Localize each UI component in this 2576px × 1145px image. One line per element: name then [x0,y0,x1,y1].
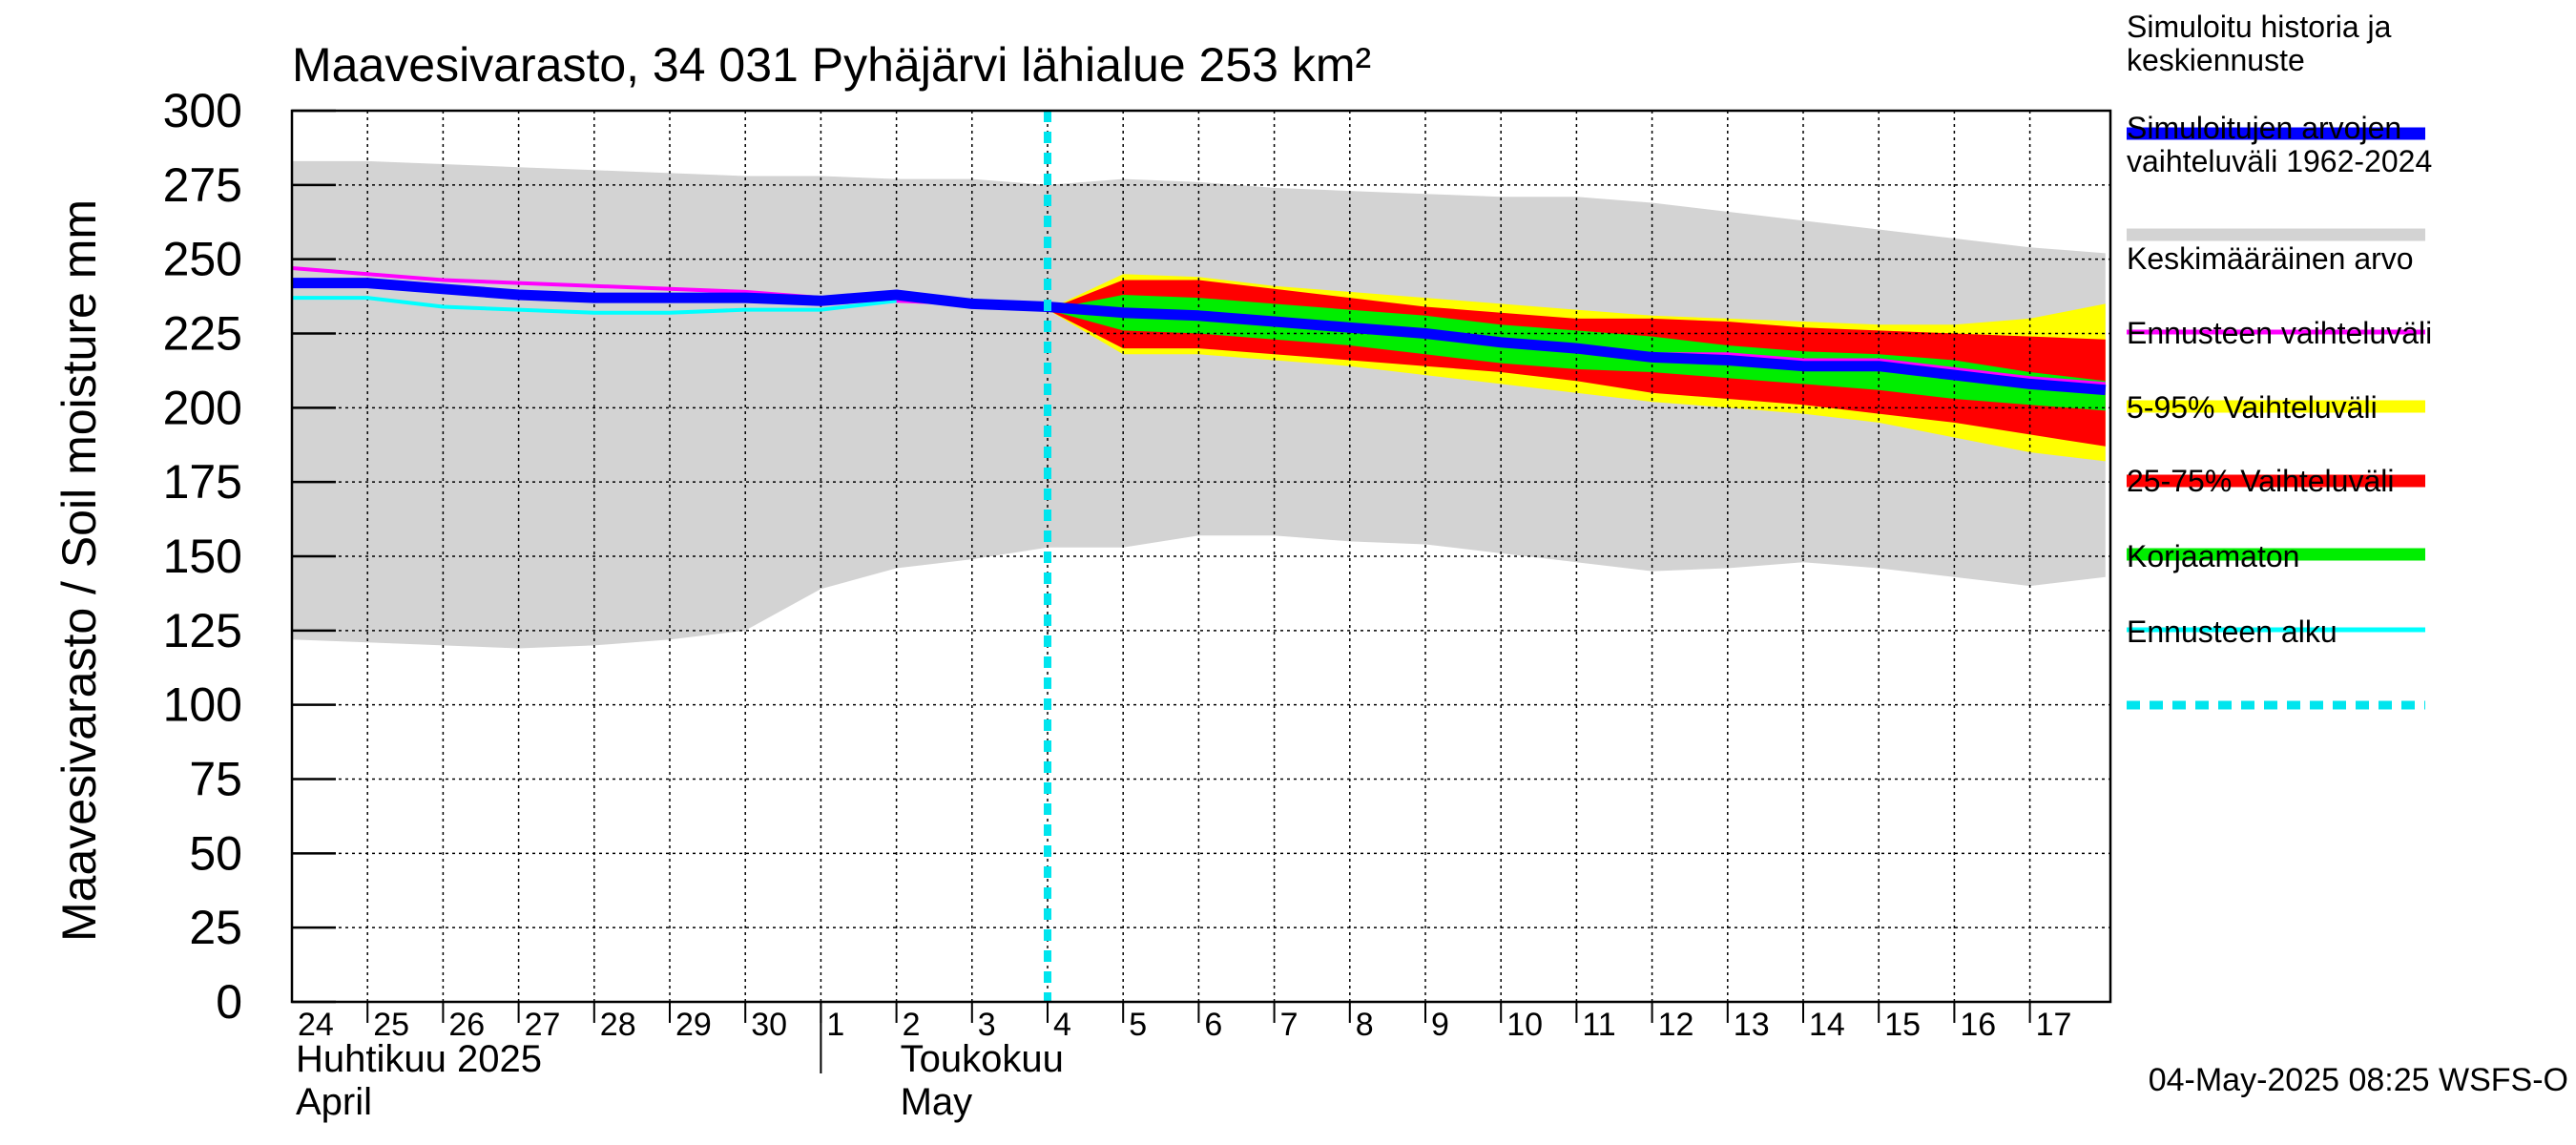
x-tick-label: 28 [600,1007,636,1043]
x-tick-label: 12 [1658,1007,1694,1043]
legend-label: Simuloitujen arvojen [2127,111,2401,145]
month-label-fi: Toukokuu [901,1038,1064,1080]
y-tick-label: 125 [163,604,242,657]
x-tick-label: 27 [525,1007,561,1043]
x-tick-label: 24 [298,1007,334,1043]
x-tick-label: 26 [448,1007,485,1043]
y-axis-label: Maavesivarasto / Soil moisture mm [52,199,106,942]
y-tick-label: 225 [163,307,242,361]
y-tick-label: 275 [163,158,242,212]
x-tick-label: 17 [2036,1007,2072,1043]
x-tick-label: 5 [1129,1007,1147,1043]
x-tick-label: 10 [1506,1007,1543,1043]
footer-timestamp: 04-May-2025 08:25 WSFS-O [2149,1062,2568,1098]
x-tick-label: 9 [1431,1007,1449,1043]
y-tick-label: 0 [216,975,242,1029]
month-label-en: May [901,1081,973,1123]
x-tick-label: 16 [1960,1007,1996,1043]
line-korjaamaton [292,296,897,315]
legend-label: 5-95% Vaihteluväli [2127,390,2378,425]
legend-label: vaihteluväli 1962-2024 [2127,144,2432,178]
y-tick-label: 50 [189,826,242,880]
legend-label: Korjaamaton [2127,539,2299,573]
y-tick-label: 300 [163,84,242,137]
x-tick-label: 8 [1356,1007,1374,1043]
series-lines [291,111,2107,1002]
legend-label: keskiennuste [2127,43,2305,77]
x-tick-label: 4 [1053,1007,1071,1043]
x-tick-label: 11 [1582,1007,1615,1043]
x-tick-label: 25 [373,1007,409,1043]
month-label-fi: Huhtikuu 2025 [296,1038,542,1080]
y-tick-label: 150 [163,530,242,583]
x-tick-label: 7 [1280,1007,1298,1043]
x-tick-label: 2 [903,1007,921,1043]
x-tick-label: 14 [1809,1007,1845,1043]
y-tick-label: 200 [163,381,242,434]
y-tick-label: 175 [163,455,242,509]
y-tick-label: 100 [163,678,242,732]
line-simuloitu-historia-ja-keskiennuste [292,278,2107,396]
legend-label: Ennusteen vaihteluväli [2127,316,2432,350]
legend-label: Simuloitu historia ja [2127,10,2392,44]
y-tick-label: 250 [163,233,242,286]
x-tick-label: 1 [826,1007,844,1043]
x-tick-label: 13 [1734,1007,1770,1043]
x-tick-label: 30 [751,1007,787,1043]
x-tick-label: 3 [978,1007,996,1043]
x-tick-label: 6 [1204,1007,1222,1043]
legend-label: 25-75% Vaihteluväli [2127,464,2394,498]
x-tick-label: 29 [675,1007,712,1043]
grid [292,111,2110,1002]
chart-title: Maavesivarasto, 34 031 Pyhäjärvi lähialu… [292,38,1371,92]
y-tick-label: 75 [189,753,242,806]
y-tick-label: 25 [189,901,242,954]
legend-label: Keskimääräinen arvo [2127,241,2414,276]
month-label-en: April [296,1081,372,1123]
legend-label: Ennusteen alku [2127,614,2337,649]
x-tick-label: 15 [1884,1007,1921,1043]
